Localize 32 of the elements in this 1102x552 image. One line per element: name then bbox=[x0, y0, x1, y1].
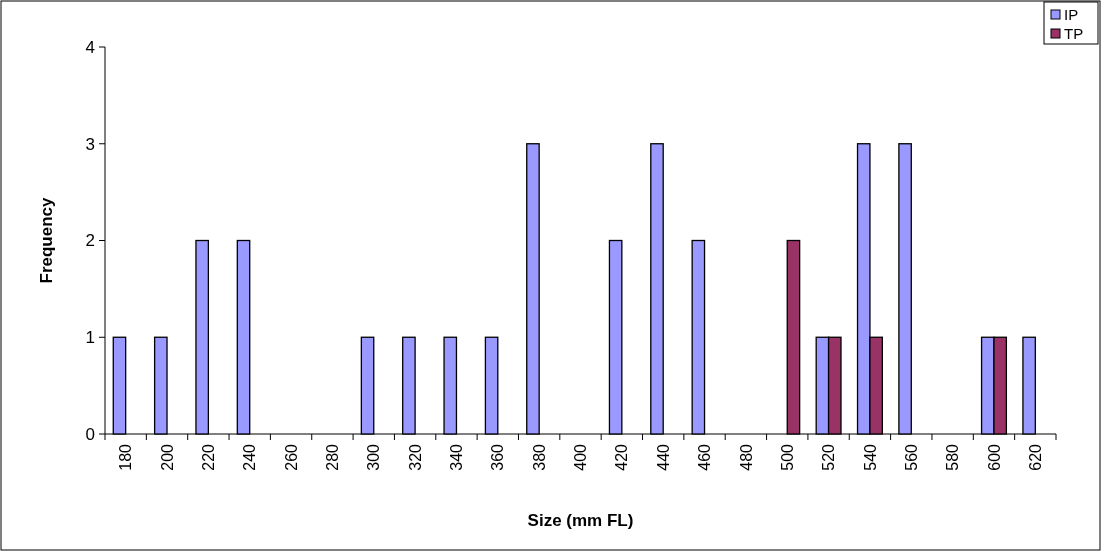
y-tick-label: 3 bbox=[85, 134, 95, 154]
x-tick-label: 480 bbox=[737, 443, 755, 471]
x-tick-label: 600 bbox=[985, 443, 1003, 471]
x-tick-label: 400 bbox=[572, 443, 590, 471]
x-tick-label: 200 bbox=[158, 443, 176, 471]
legend-label: IP bbox=[1064, 6, 1079, 24]
x-tick-label: 500 bbox=[778, 443, 796, 471]
x-tick-label: 380 bbox=[530, 443, 548, 471]
x-tick-label: 460 bbox=[696, 443, 714, 471]
x-axis-title: Size (mm FL) bbox=[527, 511, 634, 530]
x-tick-label: 360 bbox=[489, 443, 507, 471]
x-tick-label: 280 bbox=[324, 443, 342, 471]
x-tick-label: 180 bbox=[117, 443, 135, 471]
x-tick-label: 520 bbox=[820, 443, 838, 471]
x-tick-label: 300 bbox=[365, 443, 383, 471]
y-tick-label: 1 bbox=[85, 328, 95, 348]
y-tick-label: 4 bbox=[85, 37, 95, 57]
y-axis-title: Frequency bbox=[37, 196, 56, 284]
x-tick-label: 560 bbox=[902, 443, 920, 471]
y-tick-label: 2 bbox=[85, 231, 95, 251]
y-tick-label: 0 bbox=[85, 424, 95, 444]
x-tick-label: 580 bbox=[944, 443, 962, 471]
legend-label: TP bbox=[1064, 25, 1084, 43]
x-tick-label: 340 bbox=[448, 443, 466, 471]
x-tick-label: 240 bbox=[241, 443, 259, 471]
x-tick-label: 440 bbox=[654, 443, 672, 471]
x-tick-label: 260 bbox=[282, 443, 300, 471]
x-tick-label: 420 bbox=[613, 443, 631, 471]
x-tick-label: 620 bbox=[1026, 443, 1044, 471]
x-tick-label: 540 bbox=[861, 443, 879, 471]
x-tick-label: 220 bbox=[199, 443, 217, 471]
x-tick-label: 320 bbox=[406, 443, 424, 471]
